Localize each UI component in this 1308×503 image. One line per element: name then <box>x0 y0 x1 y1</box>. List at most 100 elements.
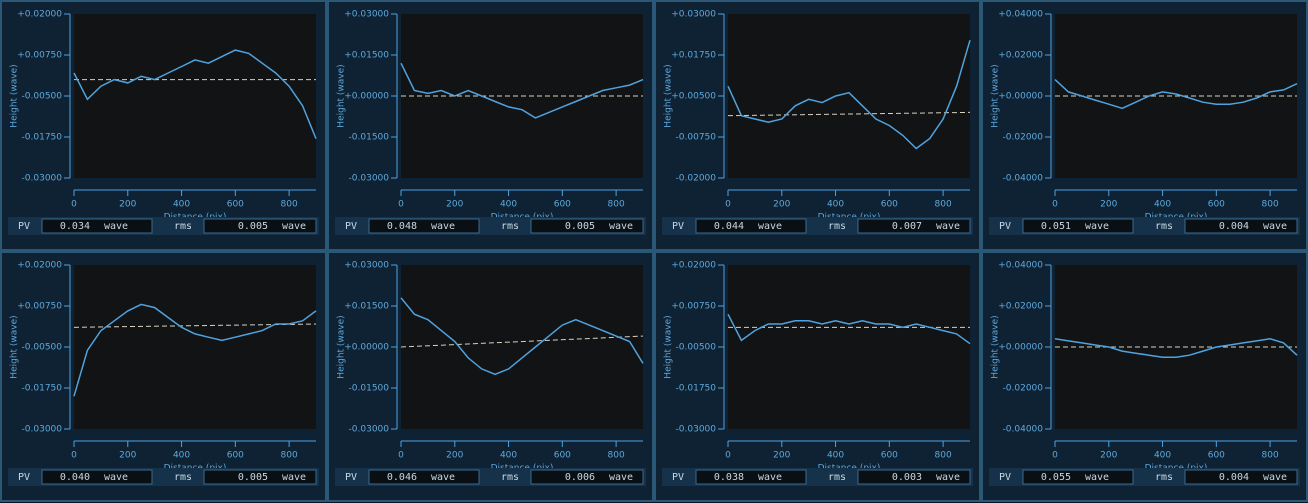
plot-area <box>74 14 316 178</box>
x-tick-label: 200 <box>1100 451 1117 461</box>
y-tick-label: -0.02000 <box>1003 133 1044 143</box>
rms-label: rms <box>828 472 846 483</box>
y-tick-label: +0.02000 <box>17 10 62 20</box>
y-axis-label: Height (wave) <box>337 315 347 378</box>
rms-label: rms <box>501 472 519 483</box>
x-tick-label: 200 <box>446 451 463 461</box>
plot-area <box>728 265 970 429</box>
x-tick-label: 200 <box>119 451 136 461</box>
x-tick-label: 800 <box>608 200 625 210</box>
pv-box <box>369 219 479 233</box>
y-tick-label: -0.03000 <box>349 174 390 184</box>
pv-unit: wave <box>758 472 782 483</box>
rms-value: 0.005 <box>238 221 268 232</box>
y-axis-label: Height (wave) <box>10 64 20 127</box>
rms-unit: wave <box>1263 472 1287 483</box>
x-tick-label: 400 <box>500 451 517 461</box>
y-axis-label: Height (wave) <box>991 315 1001 378</box>
pv-unit: wave <box>758 221 782 232</box>
y-tick-label: -0.04000 <box>1003 174 1044 184</box>
y-tick-label: -0.02000 <box>1003 384 1044 394</box>
rms-unit: wave <box>282 472 306 483</box>
y-tick-label: -0.04000 <box>1003 425 1044 435</box>
x-tick-label: 200 <box>773 200 790 210</box>
pv-value: 0.038 <box>714 472 744 483</box>
x-tick-label: 800 <box>935 200 952 210</box>
pv-label: PV <box>672 221 684 232</box>
y-tick-label: -0.00500 <box>22 343 63 353</box>
chart-panel: -0.02000-0.00750+0.00500+0.01750+0.03000… <box>655 1 980 250</box>
y-tick-label: -0.03000 <box>349 425 390 435</box>
pv-label: PV <box>345 472 357 483</box>
x-tick-label: 600 <box>1208 200 1225 210</box>
pv-label: PV <box>345 221 357 232</box>
y-tick-label: -0.03000 <box>22 174 63 184</box>
y-axis-label: Height (wave) <box>664 64 674 127</box>
y-tick-label: +0.01500 <box>344 51 389 61</box>
y-tick-label: +0.00000 <box>998 343 1043 353</box>
x-tick-label: 200 <box>119 200 136 210</box>
pv-box <box>696 219 806 233</box>
x-tick-label: 0 <box>1052 200 1058 210</box>
pv-unit: wave <box>104 221 128 232</box>
pv-unit: wave <box>1085 221 1109 232</box>
y-tick-label: -0.01750 <box>22 133 63 143</box>
y-tick-label: +0.02000 <box>998 302 1043 312</box>
x-tick-label: 600 <box>554 451 571 461</box>
x-tick-label: 600 <box>227 200 244 210</box>
y-tick-label: -0.03000 <box>676 425 717 435</box>
rms-unit: wave <box>1263 221 1287 232</box>
y-tick-label: +0.00750 <box>671 302 716 312</box>
x-tick-label: 400 <box>1154 451 1171 461</box>
y-tick-label: +0.03000 <box>671 10 716 20</box>
rms-label: rms <box>1155 472 1173 483</box>
rms-unit: wave <box>609 472 633 483</box>
rms-value: 0.004 <box>1219 472 1249 483</box>
x-tick-label: 0 <box>398 200 404 210</box>
y-tick-label: +0.00750 <box>17 51 62 61</box>
chart-panel: -0.03000-0.01750-0.00500+0.00750+0.02000… <box>1 1 326 250</box>
x-tick-label: 400 <box>1154 200 1171 210</box>
pv-value: 0.034 <box>60 221 90 232</box>
rms-label: rms <box>1155 221 1173 232</box>
pv-unit: wave <box>1085 472 1109 483</box>
y-tick-label: +0.01500 <box>344 302 389 312</box>
x-tick-label: 400 <box>827 200 844 210</box>
pv-box <box>369 470 479 484</box>
pv-value: 0.055 <box>1041 472 1071 483</box>
y-tick-label: +0.04000 <box>998 10 1043 20</box>
pv-value: 0.040 <box>60 472 90 483</box>
y-tick-label: +0.02000 <box>671 261 716 271</box>
y-tick-label: -0.02000 <box>676 174 717 184</box>
rms-label: rms <box>828 221 846 232</box>
rms-label: rms <box>501 221 519 232</box>
x-tick-label: 600 <box>554 200 571 210</box>
y-tick-label: +0.02000 <box>17 261 62 271</box>
pv-box <box>1023 470 1133 484</box>
x-tick-label: 200 <box>446 200 463 210</box>
y-tick-label: -0.01500 <box>349 133 390 143</box>
x-tick-label: 800 <box>608 451 625 461</box>
rms-value: 0.005 <box>565 221 595 232</box>
plot-area <box>401 265 643 429</box>
y-tick-label: -0.01500 <box>349 384 390 394</box>
pv-label: PV <box>672 472 684 483</box>
chart-panel: -0.04000-0.02000+0.00000+0.02000+0.04000… <box>982 252 1307 501</box>
y-tick-label: -0.01750 <box>22 384 63 394</box>
rms-unit: wave <box>936 221 960 232</box>
chart-panel: -0.03000-0.01750-0.00500+0.00750+0.02000… <box>655 252 980 501</box>
pv-unit: wave <box>431 472 455 483</box>
y-tick-label: +0.03000 <box>344 10 389 20</box>
pv-label: PV <box>999 472 1011 483</box>
x-tick-label: 0 <box>1052 451 1058 461</box>
x-tick-label: 800 <box>281 200 298 210</box>
pv-value: 0.044 <box>714 221 744 232</box>
x-tick-label: 600 <box>881 200 898 210</box>
pv-unit: wave <box>104 472 128 483</box>
pv-label: PV <box>18 221 30 232</box>
pv-unit: wave <box>431 221 455 232</box>
y-tick-label: +0.00750 <box>17 302 62 312</box>
x-tick-label: 400 <box>827 451 844 461</box>
rms-value: 0.003 <box>892 472 922 483</box>
x-tick-label: 0 <box>725 451 731 461</box>
